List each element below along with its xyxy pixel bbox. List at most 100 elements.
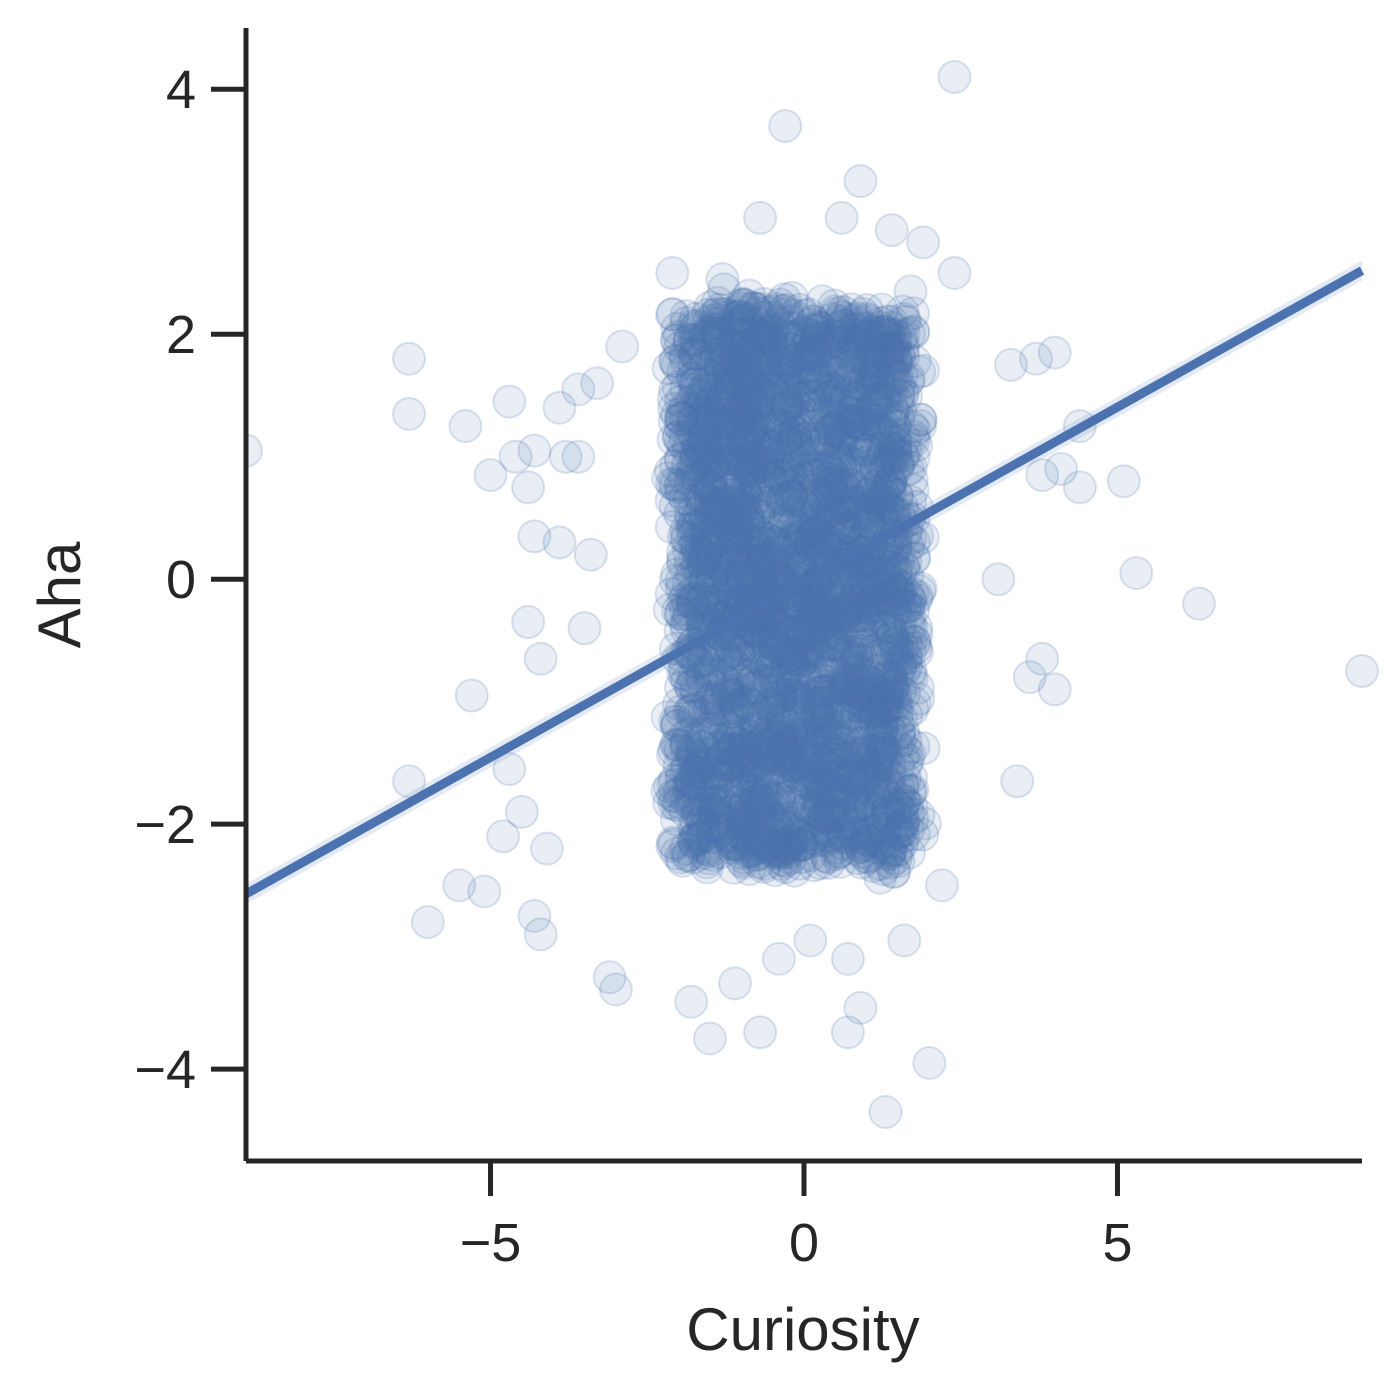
- scatter-point: [737, 356, 772, 391]
- scatter-point: [803, 788, 838, 823]
- scatter-point: [863, 561, 898, 596]
- scatter-point: [865, 315, 900, 350]
- scatter-point: [690, 319, 725, 354]
- scatter-point: [811, 818, 846, 853]
- scatter-point: [850, 569, 885, 604]
- scatter-point: [714, 806, 749, 841]
- scatter-point: [906, 353, 941, 388]
- scatter-point: [746, 542, 781, 577]
- scatter-point: [756, 809, 791, 844]
- scatter-point: [792, 688, 827, 723]
- scatter-point: [697, 297, 732, 332]
- scatter-point: [892, 835, 927, 870]
- scatter-point: [705, 426, 740, 461]
- scatter-point: [827, 701, 862, 736]
- scatter-point: [788, 636, 823, 671]
- scatter-point: [849, 603, 884, 638]
- scatter-point: [810, 470, 845, 505]
- scatter-point: [804, 667, 839, 702]
- scatter-point: [763, 776, 798, 811]
- scatter-point: [891, 316, 926, 351]
- scatter-point: [783, 400, 818, 435]
- scatter-point: [723, 829, 758, 864]
- scatter-point: [792, 634, 827, 669]
- scatter-point: [707, 507, 742, 542]
- scatter-point: [689, 528, 724, 563]
- scatter-point: [733, 801, 768, 836]
- scatter-point: [725, 303, 760, 338]
- scatter-point: [865, 406, 900, 441]
- scatter-point: [817, 797, 852, 832]
- scatter-point: [834, 564, 869, 599]
- scatter-point: [763, 679, 798, 714]
- scatter-point: [854, 389, 889, 424]
- scatter-point: [859, 382, 894, 417]
- scatter-point: [863, 444, 898, 479]
- scatter-point: [764, 703, 799, 738]
- scatter-point: [814, 580, 849, 615]
- scatter-point: [879, 341, 914, 376]
- scatter-point: [657, 404, 692, 439]
- scatter-point: [663, 442, 698, 477]
- scatter-point: [693, 358, 728, 393]
- scatter-point: [799, 514, 834, 549]
- scatter-point: [818, 438, 853, 473]
- scatter-point: [722, 395, 757, 430]
- scatter-point: [887, 422, 922, 457]
- scatter-point: [716, 522, 751, 557]
- scatter-point: [809, 741, 844, 776]
- scatter-point: [676, 575, 711, 610]
- scatter-point: [831, 583, 866, 618]
- scatter-point: [802, 823, 837, 858]
- scatter-point: [668, 754, 703, 789]
- scatter-point: [727, 445, 762, 480]
- y-tick-label: 4: [166, 60, 196, 120]
- scatter-point: [486, 819, 521, 854]
- scatter-point: [805, 697, 840, 732]
- scatter-point: [891, 529, 926, 564]
- scatter-point: [801, 489, 836, 524]
- scatter-point: [881, 844, 916, 879]
- scatter-point: [846, 320, 881, 355]
- scatter-point: [860, 831, 895, 866]
- scatter-point: [858, 823, 893, 858]
- scatter-point: [762, 531, 797, 566]
- scatter-point: [839, 566, 874, 601]
- scatter-point: [678, 670, 713, 705]
- scatter-point: [715, 824, 750, 859]
- scatter-point: [880, 479, 915, 514]
- scatter-point: [821, 694, 856, 729]
- scatter-point: [769, 653, 804, 688]
- scatter-point: [799, 343, 834, 378]
- scatter-point: [725, 756, 760, 791]
- scatter-point: [708, 816, 743, 851]
- scatter-point: [714, 527, 749, 562]
- scatter-point: [888, 590, 923, 625]
- scatter-point: [690, 410, 725, 445]
- scatter-point: [801, 637, 836, 672]
- scatter-point: [730, 481, 765, 516]
- scatter-point: [896, 315, 931, 350]
- scatter-point: [895, 419, 930, 454]
- scatter-point: [708, 437, 743, 472]
- scatter-point: [698, 380, 733, 415]
- scatter-point: [688, 502, 723, 537]
- scatter-point: [757, 853, 792, 888]
- scatter-point: [695, 399, 730, 434]
- scatter-point: [473, 458, 508, 493]
- scatter-point: [860, 749, 895, 784]
- scatter-point: [893, 274, 928, 309]
- scatter-point: [810, 604, 845, 639]
- scatter-point: [738, 327, 773, 362]
- scatter-point: [751, 459, 786, 494]
- scatter-point: [762, 765, 797, 800]
- scatter-point: [813, 353, 848, 388]
- scatter-point: [751, 731, 786, 766]
- scatter-point: [815, 493, 850, 528]
- scatter-point: [592, 960, 627, 995]
- scatter-point: [689, 511, 724, 546]
- scatter-point: [752, 817, 787, 852]
- scatter-point: [899, 617, 934, 652]
- scatter-point: [879, 478, 914, 513]
